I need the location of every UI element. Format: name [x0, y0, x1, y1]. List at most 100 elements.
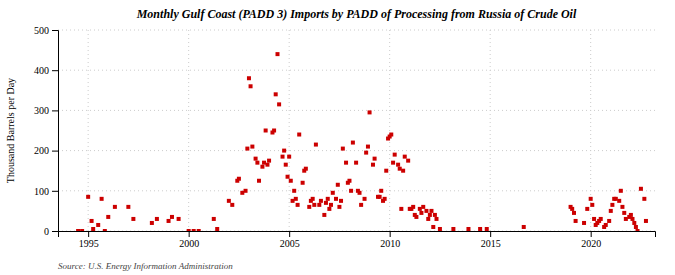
point: [354, 161, 358, 165]
y-axis-title: Thousand Barrels per Day: [5, 78, 16, 183]
x-grid-line: [88, 30, 89, 231]
point: [249, 84, 253, 88]
point: [629, 213, 633, 217]
point: [636, 229, 640, 231]
points: [76, 52, 648, 231]
x-tick-mark: [289, 231, 290, 237]
point: [431, 225, 435, 229]
point: [317, 203, 321, 207]
point: [100, 197, 104, 201]
point: [574, 219, 578, 223]
point: [170, 215, 174, 219]
point: [391, 161, 395, 165]
y-tick: 200: [34, 145, 58, 156]
x-tick-label: 2000: [179, 238, 199, 249]
y-tick: 500: [34, 25, 58, 36]
point: [286, 175, 290, 179]
x-tick: 2020: [581, 231, 601, 249]
point: [312, 203, 316, 207]
chart-svg: 1995200020052010201520200100200300400500…: [0, 0, 675, 275]
x-axis: 199520002005201020152020: [59, 231, 656, 249]
point: [466, 227, 470, 231]
source-note: Source: U.S. Energy Information Administ…: [58, 261, 233, 271]
x-tick-mark: [490, 231, 491, 237]
point: [304, 167, 308, 171]
y-tick: 300: [34, 105, 58, 116]
y-tick-mark: [52, 30, 58, 31]
point: [344, 161, 348, 165]
point: [592, 217, 596, 221]
y-tick-mark: [52, 151, 58, 152]
point: [421, 205, 425, 209]
point: [341, 147, 345, 151]
point: [485, 227, 489, 231]
point: [570, 207, 574, 211]
y-grid-line: [58, 70, 655, 71]
point: [398, 167, 402, 171]
point: [326, 197, 330, 201]
y-tick-mark: [52, 70, 58, 71]
point: [433, 213, 437, 217]
point: [80, 229, 84, 231]
point: [322, 213, 326, 217]
point: [451, 227, 455, 231]
x-tick-label: 2010: [380, 238, 400, 249]
point: [255, 161, 259, 165]
point: [585, 207, 589, 211]
y-tick-label: 100: [34, 186, 49, 197]
point: [297, 133, 301, 137]
point: [319, 199, 323, 203]
x-grid-line: [389, 30, 390, 231]
point: [281, 155, 285, 159]
point: [327, 207, 331, 211]
point: [245, 147, 249, 151]
point: [192, 229, 196, 231]
x-tick-label: 2015: [481, 238, 501, 249]
y-grid-line: [58, 30, 655, 31]
point: [272, 129, 276, 133]
point: [604, 223, 608, 227]
x-tick: 2010: [380, 231, 400, 249]
point: [215, 227, 219, 231]
point: [86, 195, 90, 199]
point: [106, 215, 110, 219]
y-tick: 400: [34, 65, 58, 76]
x-tick-mark: [390, 231, 391, 237]
point: [644, 219, 648, 223]
point: [364, 151, 368, 155]
chart-container: 1995200020052010201520200100200300400500…: [0, 0, 675, 275]
point: [378, 195, 382, 199]
point: [590, 203, 594, 207]
point: [197, 229, 201, 231]
y-tick-mark: [52, 231, 58, 232]
point: [126, 205, 130, 209]
point: [113, 205, 117, 209]
x-tick: 2015: [481, 231, 501, 249]
x-grid-line: [490, 30, 491, 231]
point: [630, 217, 634, 221]
point: [428, 213, 432, 217]
y-tick-label: 200: [34, 145, 49, 156]
point: [103, 229, 107, 231]
point: [371, 163, 375, 167]
point: [384, 169, 388, 173]
point: [424, 209, 428, 213]
point: [254, 157, 258, 161]
point: [311, 197, 315, 201]
y-axis-line: [52, 31, 59, 232]
point: [426, 217, 430, 221]
point: [379, 189, 383, 193]
x-tick-label: 2020: [581, 238, 601, 249]
y-tick-label: 0: [44, 226, 49, 237]
x-axis-line: [59, 232, 656, 238]
point: [624, 217, 628, 221]
point: [403, 155, 407, 159]
y-axis: 0 100 200 300 400 500: [34, 25, 59, 237]
point: [582, 221, 586, 225]
point: [419, 211, 423, 215]
point: [351, 141, 355, 145]
point: [292, 189, 296, 193]
y-grid-line: [58, 110, 655, 111]
point: [620, 205, 624, 209]
point: [314, 143, 318, 147]
